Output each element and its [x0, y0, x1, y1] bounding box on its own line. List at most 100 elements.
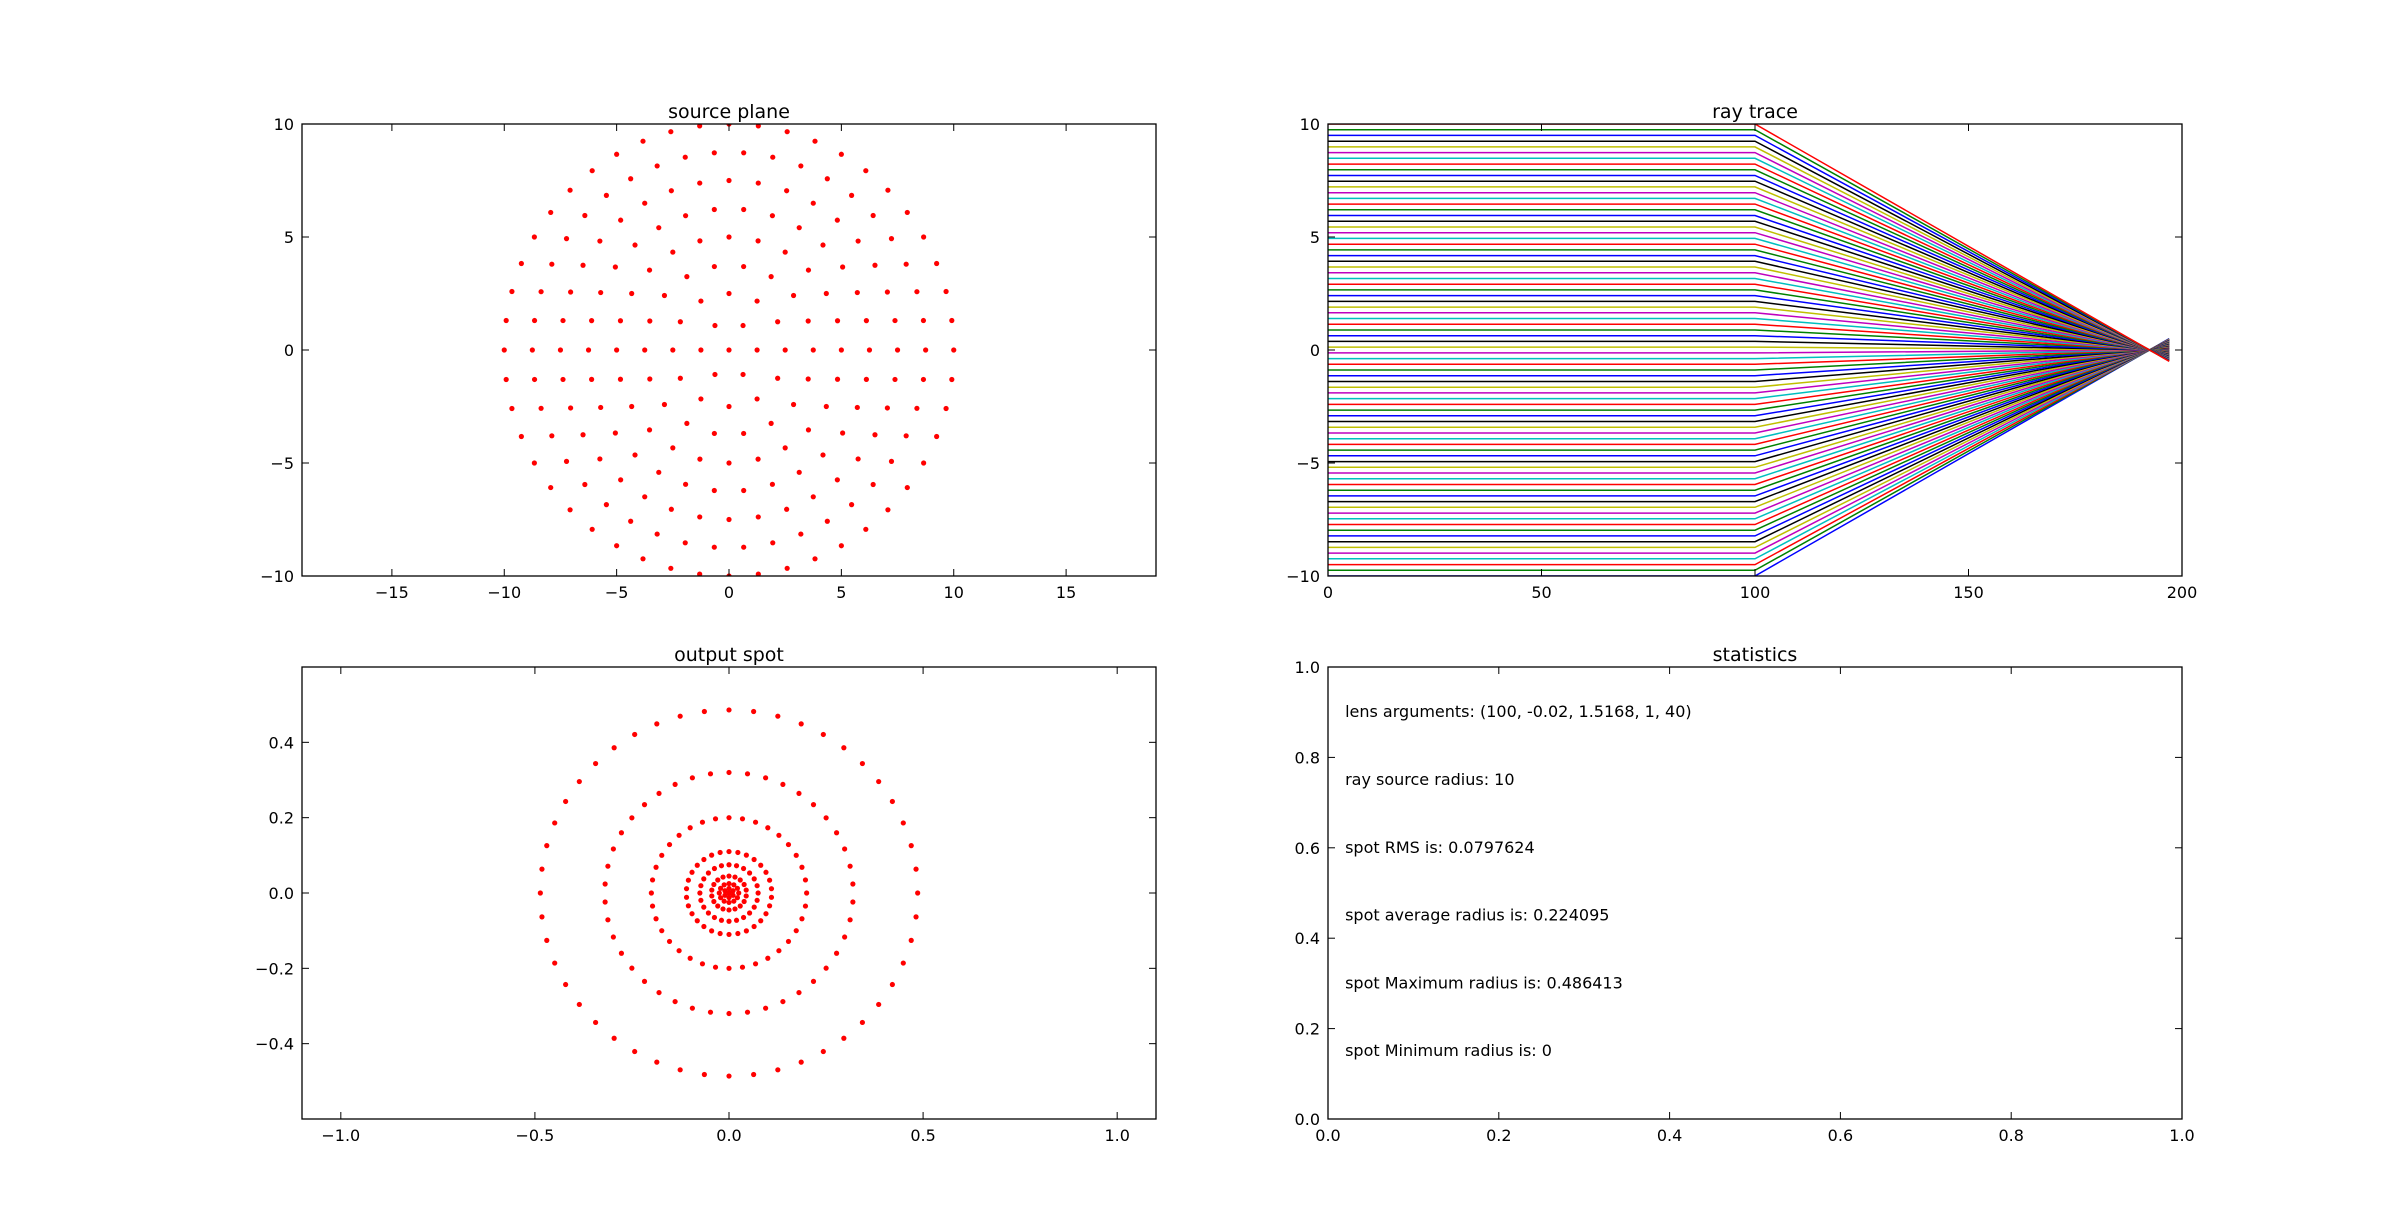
- data-point: [743, 852, 749, 858]
- y-tick-label: 0: [284, 341, 294, 360]
- data-point: [849, 192, 855, 198]
- data-point: [741, 544, 747, 550]
- data-point: [752, 819, 759, 825]
- data-point: [563, 236, 570, 242]
- data-point: [603, 192, 609, 198]
- data-point: [712, 322, 718, 329]
- data-point: [518, 433, 524, 440]
- ray-line: [1328, 344, 2170, 446]
- data-point: [717, 930, 723, 937]
- data-point: [726, 403, 732, 410]
- ray-line: [1328, 180, 2170, 360]
- data-point: [763, 911, 769, 917]
- data-point: [689, 911, 695, 917]
- x-tick-label: −10: [487, 583, 521, 602]
- data-point: [888, 236, 895, 242]
- x-tick-label: 200: [2167, 583, 2198, 602]
- data-point: [741, 487, 747, 494]
- data-point: [656, 225, 662, 231]
- y-tick-label: 0.4: [1295, 929, 1320, 948]
- data-point: [859, 760, 866, 767]
- data-point: [632, 731, 638, 738]
- ray-line: [1328, 341, 2170, 497]
- data-point: [689, 869, 695, 875]
- x-tick-label: 0: [724, 583, 734, 602]
- data-point: [722, 892, 728, 898]
- data-point: [805, 427, 812, 433]
- y-tick-label: 0.0: [269, 884, 294, 903]
- data-point: [913, 914, 919, 920]
- data-point: [746, 910, 753, 916]
- data-point: [676, 832, 682, 838]
- ray-line: [1328, 197, 2170, 359]
- y-tick-label: −5: [270, 454, 294, 473]
- data-point: [694, 918, 700, 924]
- data-point: [705, 910, 712, 916]
- data-point: [755, 124, 761, 129]
- data-point: [741, 150, 747, 156]
- ray-line: [1328, 289, 2170, 354]
- data-point: [739, 964, 746, 970]
- data-point: [689, 1005, 695, 1011]
- data-point: [785, 938, 792, 945]
- data-point: [758, 862, 764, 868]
- data-point: [726, 1010, 732, 1017]
- data-point: [755, 238, 761, 244]
- plot-content: [537, 707, 921, 1079]
- ray-line: [1328, 151, 2170, 361]
- ray-line: [1328, 249, 2170, 356]
- axes-frame: [1327, 123, 2183, 577]
- stat-annotation: spot average radius is: 0.224095: [1345, 906, 1609, 925]
- data-point: [726, 907, 732, 913]
- data-point: [711, 150, 717, 156]
- panel-source-plane: source plane −15 −10 −5 0 5 10 15 −10 −5 0 5 10: [260, 101, 1157, 602]
- data-point: [715, 877, 721, 883]
- data-point: [754, 298, 760, 304]
- data-point: [849, 502, 855, 508]
- data-point: [711, 898, 717, 905]
- data-point: [612, 264, 618, 270]
- ray-line: [1328, 317, 2170, 353]
- data-point: [741, 898, 747, 905]
- data-point: [661, 401, 668, 408]
- data-point: [509, 405, 515, 412]
- data-point: [894, 347, 901, 353]
- x-tick-label: −15: [375, 583, 409, 602]
- data-point: [834, 477, 840, 483]
- y-tick-label: 0.4: [269, 733, 294, 752]
- data-point: [654, 163, 660, 169]
- data-point: [701, 856, 707, 863]
- data-point: [943, 405, 949, 412]
- data-point: [780, 998, 786, 1005]
- data-point: [799, 916, 805, 922]
- data-point: [563, 981, 569, 988]
- data-point: [914, 289, 920, 295]
- data-point: [560, 376, 566, 383]
- data-point: [838, 347, 844, 353]
- panel-output-spot: output spot −1.0 −0.5 0.0 0.5 1.0 −0.4 −0.2 0.0…: [255, 644, 1157, 1145]
- data-point: [755, 456, 761, 462]
- data-point: [770, 154, 776, 160]
- data-point: [951, 347, 957, 353]
- data-point: [754, 883, 760, 889]
- ray-line: [1328, 272, 2170, 355]
- data-point: [610, 846, 616, 852]
- x-tick-label: 0.2: [1486, 1126, 1511, 1145]
- data-point: [810, 347, 816, 353]
- data-point: [629, 403, 635, 410]
- data-point: [769, 213, 776, 219]
- ray-line: [1328, 341, 2170, 514]
- data-point: [726, 918, 732, 924]
- plot-content: lens arguments: (100, -0.02, 1.5168, 1, …: [1345, 702, 1692, 1060]
- data-point: [820, 452, 826, 458]
- data-point: [734, 885, 741, 891]
- data-point: [538, 405, 544, 411]
- ray-line: [1328, 339, 2170, 549]
- ray-line: [1328, 334, 2170, 352]
- data-point: [721, 882, 727, 888]
- data-point: [834, 217, 840, 223]
- data-point: [509, 288, 515, 295]
- data-point: [904, 209, 910, 216]
- data-point: [744, 771, 751, 777]
- ray-line: [1328, 283, 2170, 355]
